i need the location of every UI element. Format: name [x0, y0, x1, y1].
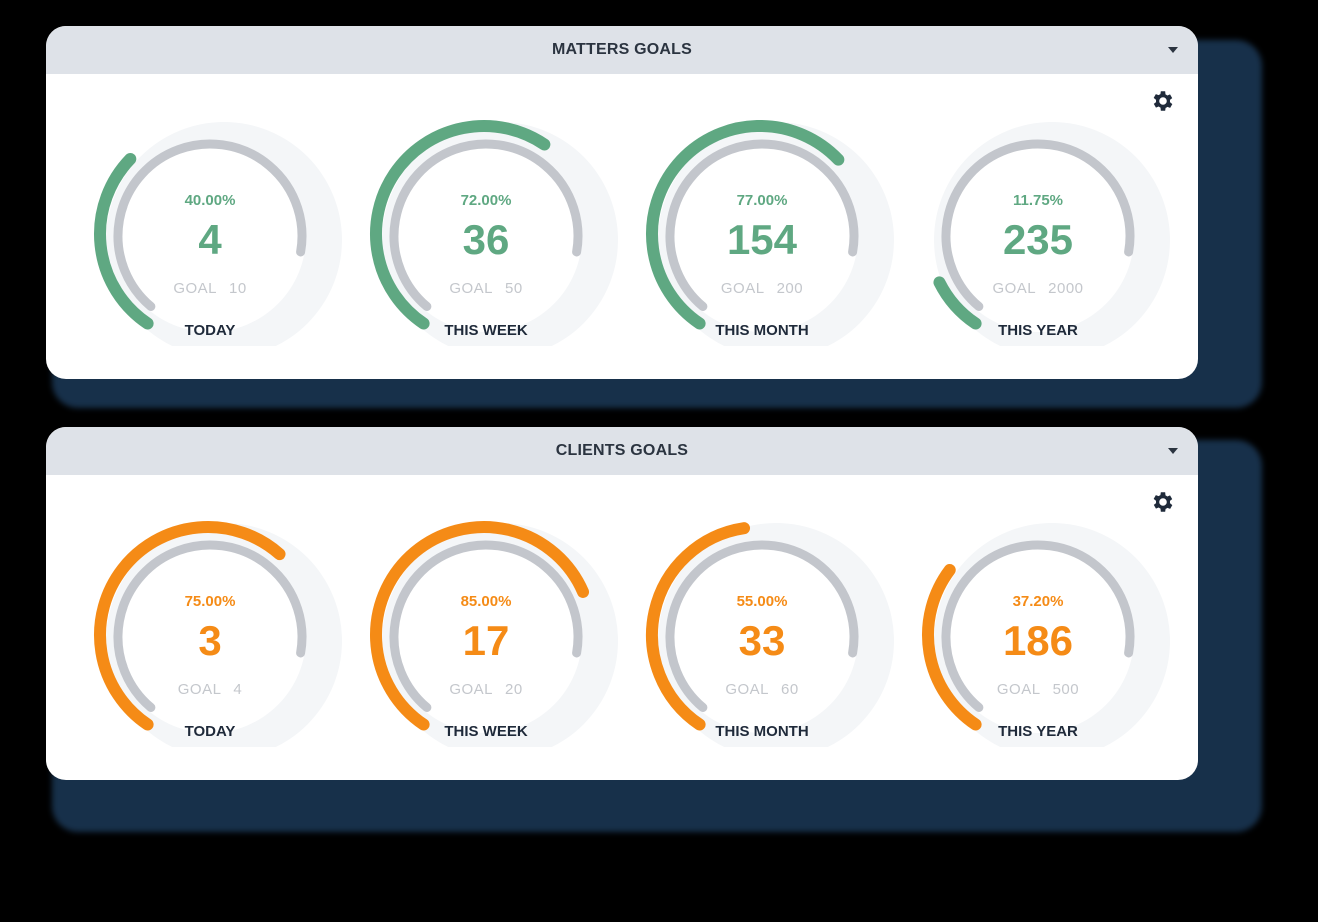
gauge-goal: GOAL 50	[348, 280, 624, 297]
progress-arc	[370, 120, 551, 330]
progress-arc	[933, 276, 982, 330]
gauge-percent: 75.00%	[184, 593, 236, 610]
gauge-percent: 85.00%	[460, 593, 512, 610]
gauge-this-month: 55.00% 33 GOAL 60 THIS MONTH	[624, 487, 900, 747]
gauge-percent: 11.75%	[1012, 192, 1064, 209]
caret-down-icon[interactable]	[1168, 448, 1178, 454]
goal-label: GOAL	[720, 280, 765, 297]
clients-gauges: 75.00% 3 GOAL 4 TODAY 85.00% 17 GOAL 20 THIS WEEK…	[46, 487, 1198, 747]
progress-arc	[646, 120, 845, 330]
gauge-this-week: 85.00% 17 GOAL 20 THIS WEEK	[348, 487, 624, 747]
goal-value: 60	[781, 681, 799, 698]
gauge-goal: GOAL 500	[900, 681, 1176, 698]
panel-title: MATTERS GOALS	[551, 41, 693, 58]
gauge-goal: GOAL 20	[348, 681, 624, 698]
gauge-period-label: TODAY	[184, 723, 236, 740]
goal-value: 4	[233, 681, 243, 698]
panel-title: CLIENTS GOALS	[555, 442, 689, 459]
gauge-this-month: 77.00% 154 GOAL 200 THIS MONTH	[624, 86, 900, 346]
gauge-goal: GOAL 2000	[900, 280, 1176, 297]
gauge-arc	[94, 122, 342, 346]
gauge-period-label: THIS WEEK	[444, 723, 528, 740]
progress-arc	[646, 522, 751, 731]
goal-label: GOAL	[992, 280, 1037, 297]
goal-label: GOAL	[449, 280, 493, 297]
goal-label: GOAL	[996, 681, 1041, 698]
goal-label: GOAL	[725, 681, 769, 698]
goal-value: 2000	[1048, 280, 1084, 297]
caret-down-icon[interactable]	[1168, 47, 1178, 53]
gauge-arc	[370, 120, 618, 346]
gauge-period-label: THIS WEEK	[444, 322, 528, 339]
matters-goals-panel: MATTERS GOALS 40.00% 4 GOAL 10 TODAY 72.00% 36…	[46, 26, 1198, 379]
goal-value: 10	[229, 280, 247, 297]
goal-label: GOAL	[177, 681, 222, 698]
gauge-period-label: THIS MONTH	[715, 723, 809, 740]
gauge-goal: GOAL 200	[624, 280, 900, 297]
progress-arc	[94, 152, 154, 330]
gauge-percent: 55.00%	[736, 593, 788, 610]
clients-goals-panel: CLIENTS GOALS 75.00% 3 GOAL 4 TODAY 85.00% 17 G…	[46, 427, 1198, 780]
gauge-percent: 40.00%	[184, 192, 236, 209]
gauge-percent: 37.20%	[1012, 593, 1064, 610]
gauge-this-year: 11.75% 235 GOAL 2000 THIS YEAR	[900, 86, 1176, 346]
gauge-arc	[370, 521, 618, 747]
goal-value: 500	[1052, 681, 1080, 698]
gauge-this-week: 72.00% 36 GOAL 50 THIS WEEK	[348, 86, 624, 346]
matters-goals-header[interactable]: MATTERS GOALS	[46, 26, 1198, 74]
clients-goals-header[interactable]: CLIENTS GOALS	[46, 427, 1198, 475]
gauge-value: 17	[462, 617, 510, 664]
gear-icon[interactable]	[1150, 489, 1176, 515]
gauge-this-year: 37.20% 186 GOAL 500 THIS YEAR	[900, 487, 1176, 747]
gauge-period-label: THIS YEAR	[998, 723, 1078, 740]
goal-value: 50	[505, 280, 523, 297]
progress-arc	[94, 521, 286, 731]
matters-gauges: 40.00% 4 GOAL 10 TODAY 72.00% 36 GOAL 50 THIS WEE…	[46, 86, 1198, 346]
gauge-period-label: TODAY	[184, 322, 236, 339]
gauge-value: 33	[738, 617, 786, 664]
gauge-value: 154	[726, 216, 798, 263]
gauge-arc	[94, 521, 342, 747]
gauge-goal: GOAL 60	[624, 681, 900, 698]
gauge-period-label: THIS MONTH	[715, 322, 809, 339]
gauge-value: 36	[462, 216, 510, 263]
progress-arc	[370, 521, 590, 731]
goal-value: 200	[776, 280, 804, 297]
gear-icon[interactable]	[1150, 88, 1176, 114]
gauge-value: 186	[1002, 617, 1074, 664]
gauge-arc	[646, 522, 894, 747]
gauge-value: 3	[198, 617, 222, 664]
gauge-percent: 77.00%	[736, 192, 788, 209]
gauge-percent: 72.00%	[460, 192, 512, 209]
gauge-period-label: THIS YEAR	[998, 322, 1078, 339]
gauge-arc	[922, 523, 1170, 747]
goal-label: GOAL	[449, 681, 493, 698]
gauge-arc	[646, 120, 894, 346]
gauge-value: 4	[198, 216, 222, 263]
gauge-arc	[933, 122, 1170, 346]
goal-value: 20	[505, 681, 523, 698]
gauge-value: 235	[1002, 216, 1074, 263]
goal-label: GOAL	[173, 280, 217, 297]
gauge-goal: GOAL 4	[72, 681, 348, 698]
progress-arc	[922, 564, 982, 731]
gauge-today: 75.00% 3 GOAL 4 TODAY	[72, 487, 348, 747]
gauge-goal: GOAL 10	[72, 280, 348, 297]
gauge-today: 40.00% 4 GOAL 10 TODAY	[72, 86, 348, 346]
